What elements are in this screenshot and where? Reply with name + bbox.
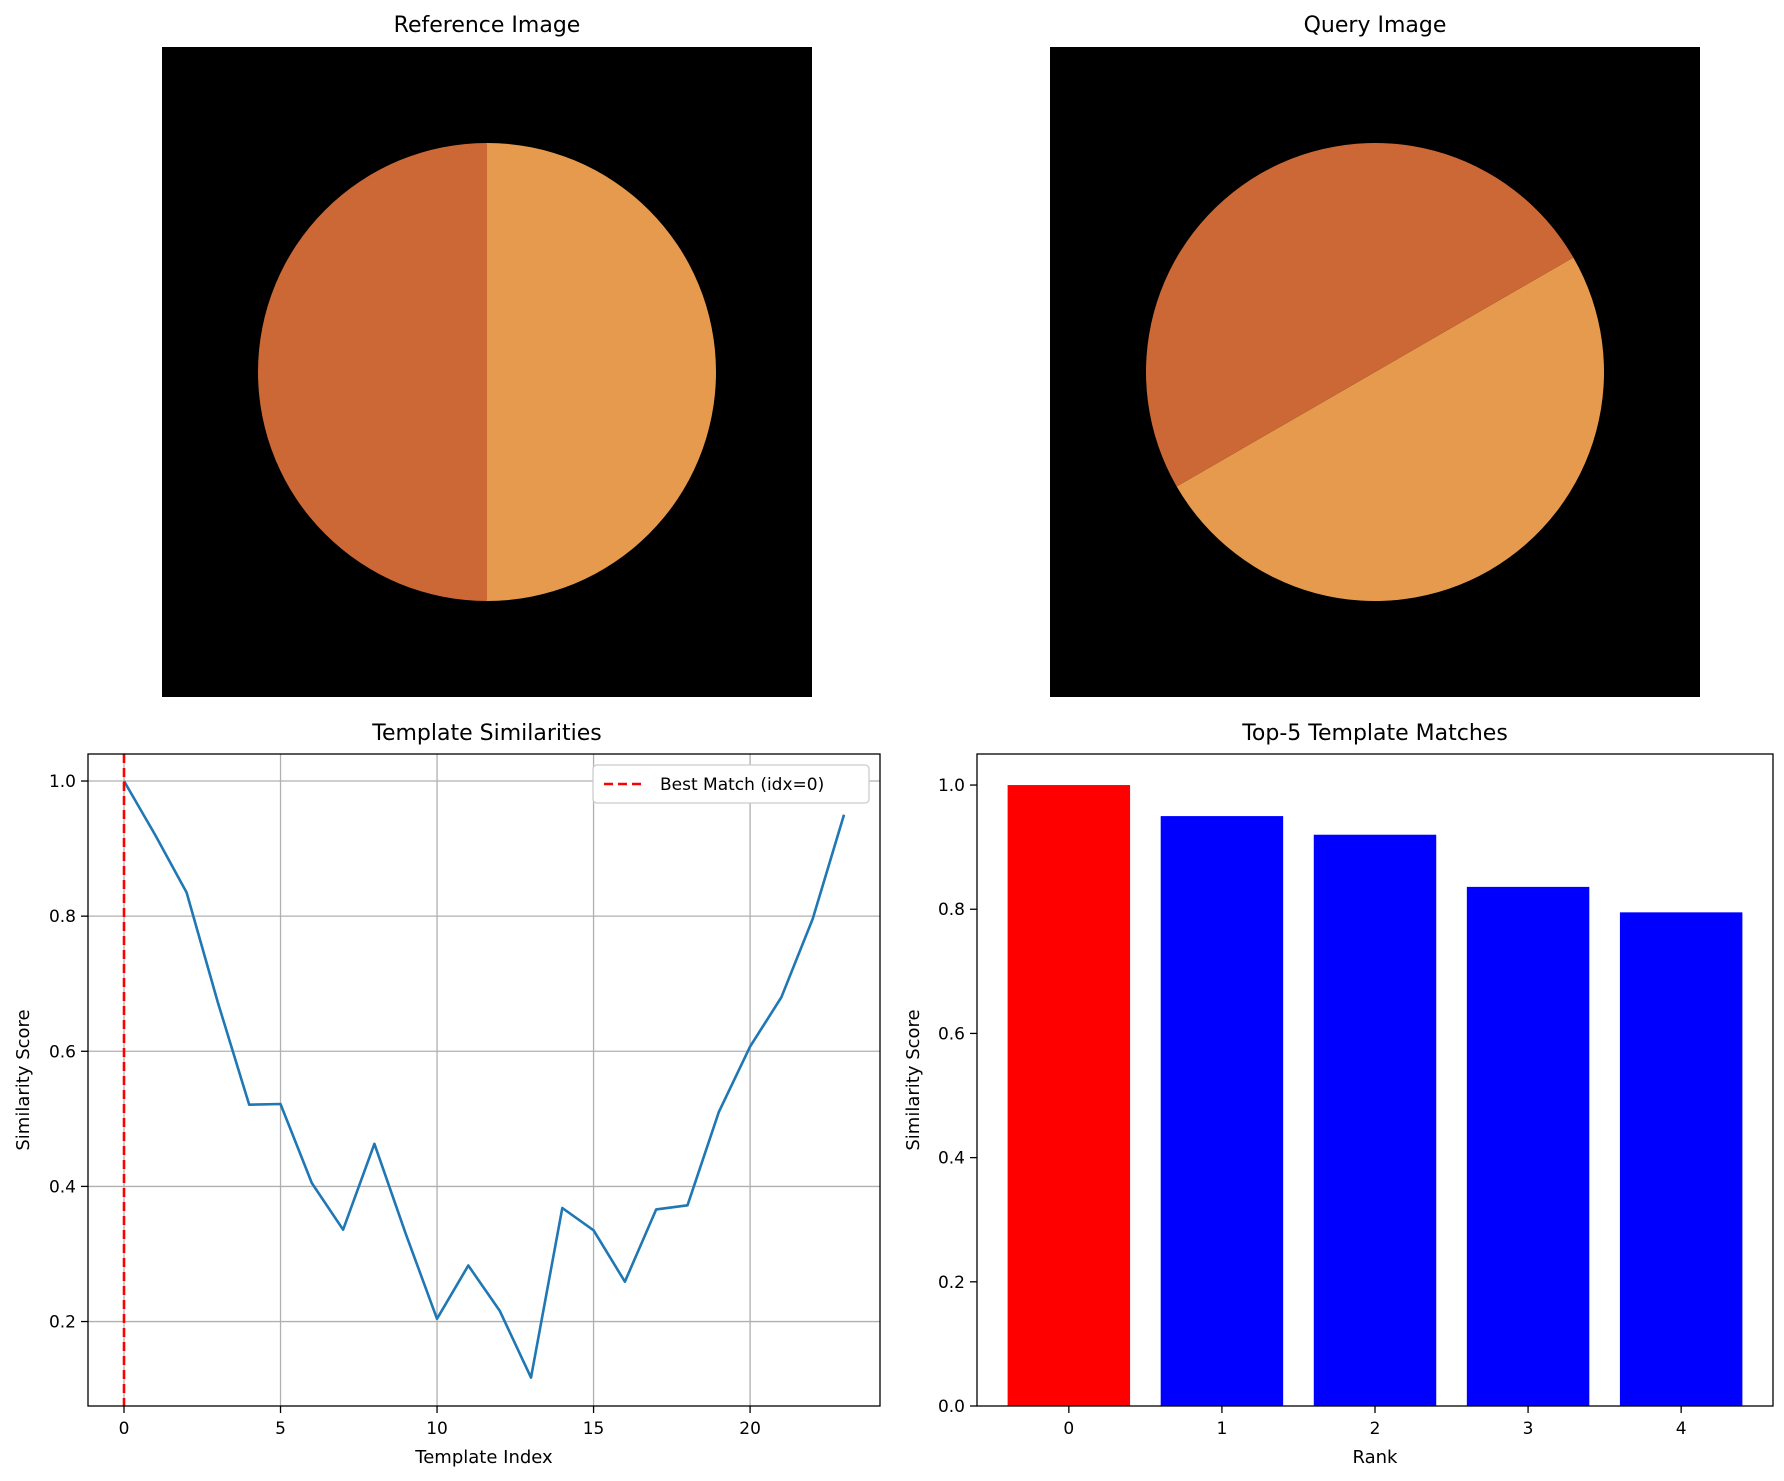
- x-tick-label: 10: [426, 1419, 448, 1439]
- bar-rank-3: [1466, 886, 1590, 1406]
- bar-rank-0: [1007, 785, 1131, 1406]
- reference-image-panel: Reference Image: [162, 13, 812, 697]
- x-tick-label: 2: [1370, 1419, 1381, 1439]
- query-disc-light-half: [1176, 257, 1604, 601]
- y-tick-label: 0.4: [938, 1149, 965, 1169]
- bar-rank-1: [1160, 816, 1284, 1406]
- x-tick-label: 1: [1217, 1419, 1228, 1439]
- bar-rank-2: [1313, 834, 1437, 1406]
- reference-image-title: Reference Image: [394, 13, 581, 38]
- y-tick-label: 1.0: [49, 772, 76, 792]
- y-tick-label: 1.0: [938, 776, 965, 796]
- y-tick-label: 0.4: [49, 1177, 76, 1197]
- y-tick-label: 0.6: [938, 1024, 965, 1044]
- y-tick-label: 0.8: [49, 907, 76, 927]
- query-disc: [1146, 143, 1604, 601]
- x-tick-label: 0: [119, 1419, 130, 1439]
- x-tick-label: 20: [739, 1419, 761, 1439]
- line-chart-xlabel: Template Index: [414, 1447, 553, 1468]
- line-chart-title: Template Similarities: [371, 721, 602, 746]
- legend-box: [592, 764, 870, 804]
- bar-chart-xlabel: Rank: [1353, 1447, 1399, 1468]
- y-tick-label: 0.8: [938, 900, 965, 920]
- y-tick-label: 0.6: [49, 1042, 76, 1062]
- top5-bar-chart: Top-5 Template Matches 0.0 0.2 0.4 0.6 0.8 1.…: [903, 721, 1774, 1468]
- bar-chart-title: Top-5 Template Matches: [1241, 721, 1508, 746]
- similarities-line-chart: Template Similarities 0 5 10 15 200.20.40.60…: [13, 721, 881, 1468]
- reference-disc-dark-half: [258, 143, 487, 601]
- line-chart-frame: [87, 753, 881, 1407]
- bar-rank-4: [1619, 912, 1743, 1406]
- reference-disc-light-half: [487, 143, 716, 601]
- line-chart-ylabel: Similarity Score: [13, 1009, 34, 1150]
- line-chart-ticks: 0 5 10 15 20 0.2 0.4 0.6 0.8 1.0: [49, 772, 761, 1439]
- line-chart-grid: [88, 754, 880, 1406]
- line-chart-legend: Best Match (idx=0): [592, 764, 870, 804]
- bar-chart-frame: [976, 753, 1774, 1407]
- bar-chart-bars: [1007, 785, 1743, 1406]
- bar-chart-ylabel: Similarity Score: [903, 1009, 924, 1150]
- x-tick-label: 3: [1523, 1419, 1534, 1439]
- x-tick-label: 15: [583, 1419, 605, 1439]
- y-tick-label: 0.0: [938, 1397, 965, 1417]
- query-image-panel: Query Image: [1050, 13, 1700, 697]
- x-tick-label: 5: [275, 1419, 286, 1439]
- x-tick-label: 0: [1063, 1419, 1074, 1439]
- query-disc-dark-half: [1146, 143, 1574, 487]
- y-tick-label: 0.2: [49, 1313, 76, 1333]
- similarity-series-line: [122, 780, 846, 1379]
- query-image-title: Query Image: [1304, 13, 1447, 38]
- bar-chart-ticks: 0.0 0.2 0.4 0.6 0.8 1.0 0 1 2 3 4: [938, 776, 1687, 1439]
- y-tick-label: 0.2: [938, 1273, 965, 1293]
- reference-disc: [258, 143, 716, 601]
- x-tick-label: 4: [1676, 1419, 1687, 1439]
- legend-label: Best Match (idx=0): [660, 775, 824, 795]
